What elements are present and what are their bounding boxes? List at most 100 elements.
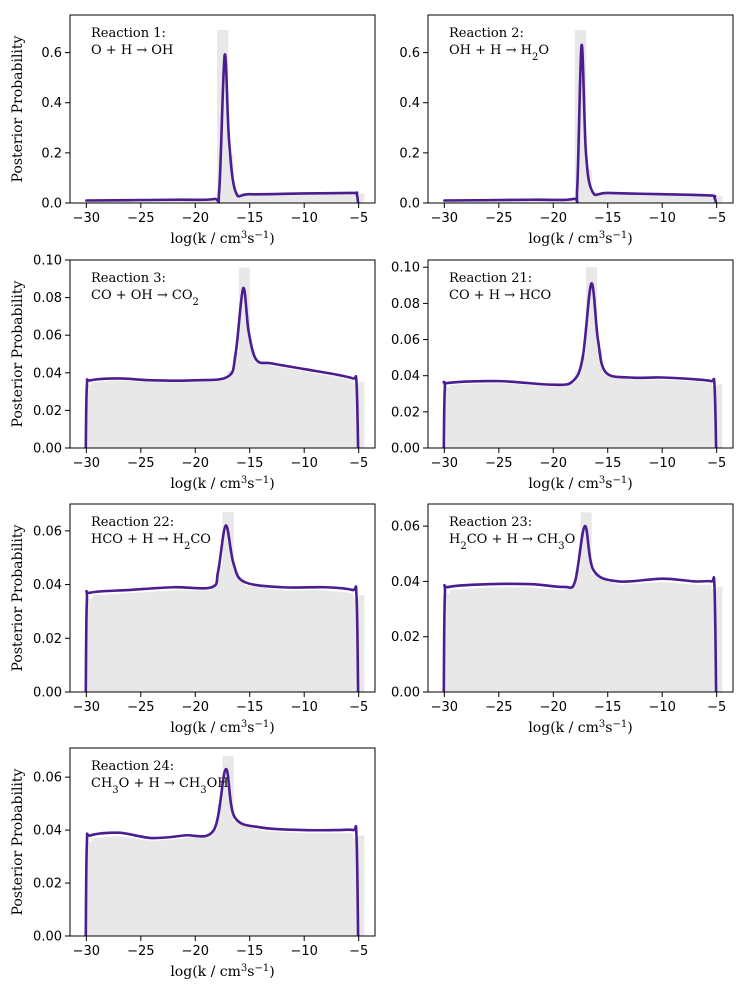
hist-bin	[91, 595, 98, 692]
hist-bin	[157, 199, 163, 203]
hist-bin	[607, 375, 614, 448]
hist-bin	[260, 830, 267, 936]
hist-bin	[315, 373, 321, 448]
hist-bin	[531, 385, 538, 448]
hist-bin	[91, 838, 98, 936]
y-tick-label: 0.2	[399, 146, 420, 161]
hist-bin	[271, 589, 278, 692]
hist-bin	[613, 193, 619, 203]
hist-bin	[607, 581, 614, 692]
x-label-superscript: 3	[241, 475, 247, 486]
hist-bin	[146, 591, 152, 692]
panel-2: −30 −25 −20 −15 −10 −5 0.0 0.2 0.4 0.6 log(k / cm3…	[399, 14, 734, 247]
reaction-title: Reaction 23:	[449, 515, 532, 530]
hist-bin	[315, 833, 321, 936]
y-tick-label: 0.10	[33, 254, 62, 269]
hist-bin	[97, 594, 103, 692]
y-tick-label: 0.0	[41, 197, 62, 212]
hist-bin	[108, 836, 114, 936]
reaction-title: Reaction 24:	[91, 759, 174, 774]
hist-bin	[304, 590, 310, 692]
hist-bin	[711, 386, 717, 448]
hist-bin	[662, 194, 668, 203]
plot-area	[84, 755, 365, 936]
hist-bin	[624, 584, 630, 692]
x-label-superscript: 3	[599, 475, 605, 486]
hist-bin	[667, 194, 674, 203]
x-tick-label: −15	[236, 700, 263, 715]
hist-bin	[700, 382, 707, 448]
hist-bin	[477, 587, 483, 692]
hist-bin	[146, 382, 152, 448]
axes-frame	[427, 503, 734, 693]
posterior-line	[443, 43, 718, 203]
hist-bin	[504, 200, 510, 203]
plot-area	[84, 512, 365, 692]
hist-bin	[135, 200, 142, 203]
hist-bin	[86, 598, 93, 692]
hist-bin	[358, 835, 365, 936]
hist-bin	[227, 512, 234, 692]
x-tick-label: −30	[431, 700, 458, 715]
hist-bin	[629, 583, 636, 692]
x-label-part: log(k / cm	[528, 476, 599, 492]
x-label-part: s	[605, 720, 612, 736]
hist-bin	[515, 587, 521, 692]
hist-bin	[651, 194, 658, 203]
x-label-superscript: −1	[612, 475, 627, 486]
hist-bin	[536, 588, 543, 692]
x-tick-label: −30	[73, 456, 100, 471]
hist-bin	[536, 199, 543, 203]
hist-bin	[222, 512, 229, 692]
posterior-line	[84, 767, 360, 936]
x-label-superscript: 3	[241, 963, 247, 974]
hist-bin	[569, 586, 576, 692]
reaction-equation: H2CO + H → CH3O	[449, 532, 575, 552]
hist-bin	[217, 30, 223, 203]
hist-bin	[336, 833, 343, 936]
hist-bin	[353, 193, 359, 203]
hist-bin	[342, 378, 349, 448]
hist-bin	[585, 170, 592, 203]
hist-bin	[694, 584, 701, 692]
hist-bin	[705, 584, 712, 692]
hist-bin	[195, 382, 202, 448]
hist-bin	[276, 831, 283, 936]
x-label-superscript: −1	[612, 230, 627, 241]
hist-bin	[244, 194, 251, 203]
hist-bin	[211, 198, 218, 203]
hist-bin	[168, 590, 174, 692]
hist-bin	[493, 200, 500, 203]
hist-bin	[113, 200, 120, 203]
reaction-equation: O + H → OH	[91, 43, 173, 58]
y-tick-label: 0.02	[391, 630, 420, 645]
x-label-superscript: −1	[254, 963, 269, 974]
hist-bin	[493, 587, 500, 692]
x-tick-label: −30	[431, 211, 458, 226]
hist-bin	[542, 386, 549, 448]
x-tick-label: −25	[485, 456, 512, 471]
hist-bin	[255, 194, 261, 203]
hist-bin	[607, 193, 614, 203]
reaction-title: Reaction 3:	[91, 271, 166, 286]
hist-bin	[624, 193, 630, 203]
hist-bin	[146, 840, 152, 936]
hist-bin	[482, 200, 489, 203]
y-tick-label: 0.04	[33, 366, 62, 381]
hist-bin	[129, 837, 136, 936]
hist-bin	[526, 385, 532, 448]
x-tick-label: −10	[648, 211, 675, 226]
histogram	[86, 30, 365, 203]
hist-bin	[526, 199, 532, 203]
y-tick-label: 0.04	[33, 824, 62, 839]
hist-bin	[667, 380, 674, 448]
hist-bin	[108, 200, 114, 203]
hist-bin	[91, 200, 98, 203]
hist-bin	[162, 382, 169, 448]
plot-area	[85, 30, 365, 203]
y-tick-label: 0.00	[391, 686, 420, 701]
hist-bin	[716, 586, 723, 692]
x-axis-label: log(k / cm3s−1)	[528, 475, 632, 493]
hist-bin	[471, 588, 478, 692]
hist-bin	[108, 594, 114, 692]
